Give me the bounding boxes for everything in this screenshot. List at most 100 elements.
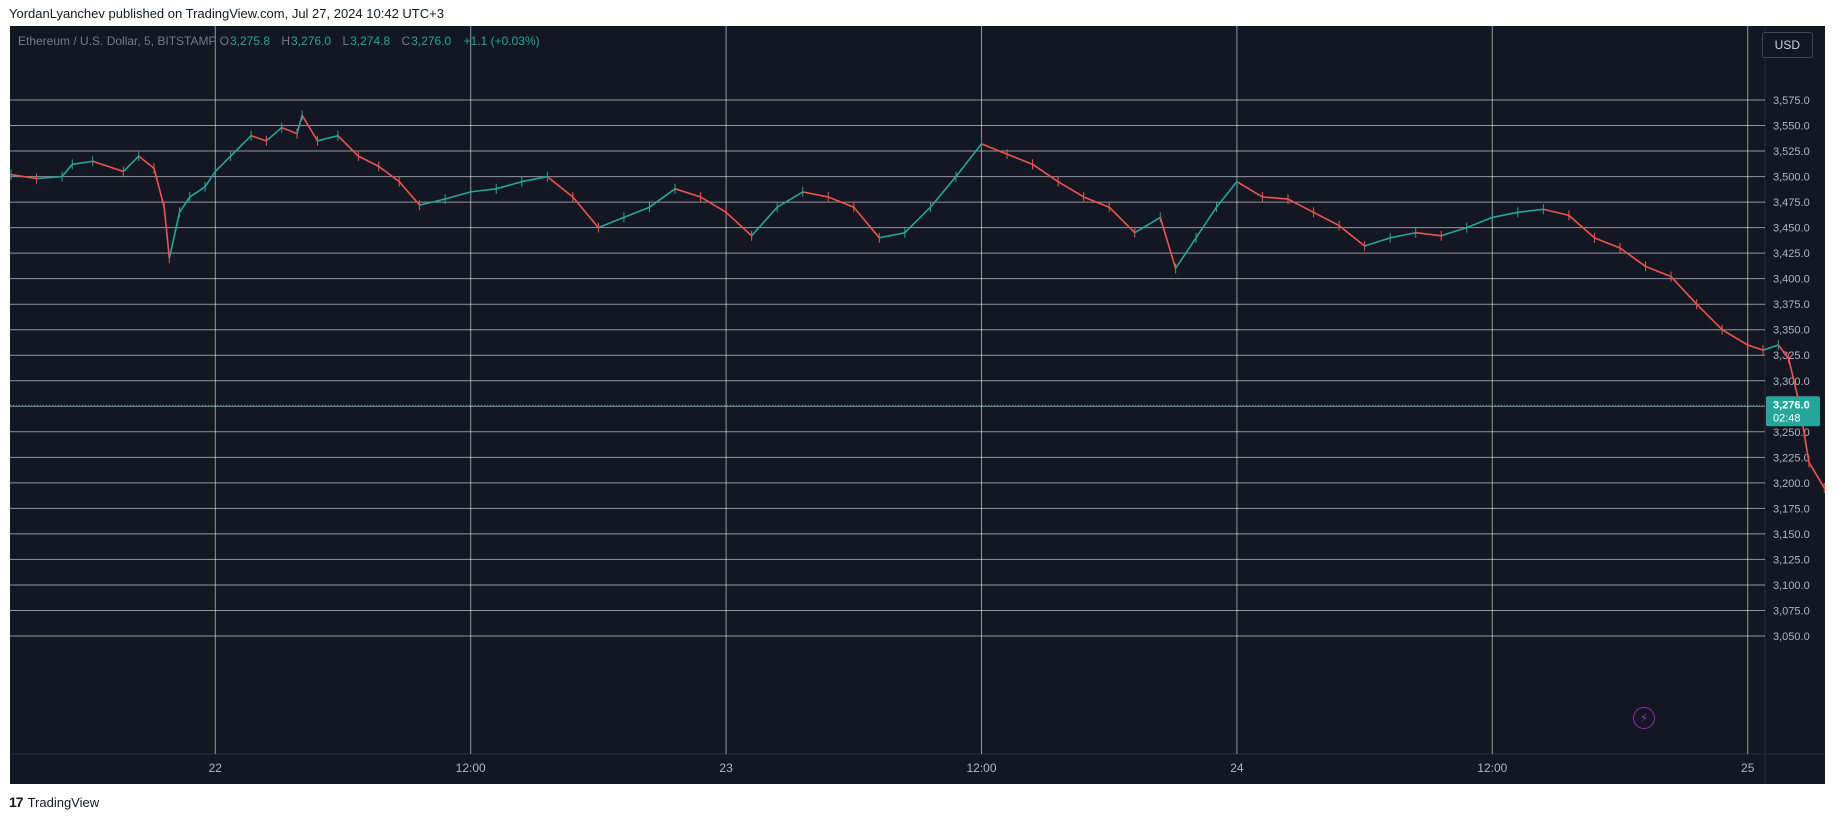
price-chart[interactable]: 3,050.0 3,075.0 3,100.0 3,125.0 3,150.0 3,175… (10, 26, 1825, 784)
y-tick-label: 3,350.0 (1773, 325, 1810, 337)
legend-high-label: H (281, 34, 291, 48)
price-segment (296, 115, 303, 134)
price-segment (1619, 247, 1647, 268)
price-segment (1287, 198, 1314, 214)
price-segment (337, 135, 359, 157)
price-segment (163, 207, 171, 259)
tradingview-logo-icon: 17 (9, 794, 24, 810)
price-segment (802, 191, 829, 198)
lightning-icon[interactable]: ⚡ (1633, 707, 1655, 729)
price-segment (1645, 265, 1672, 278)
y-tick-label: 3,575.0 (1773, 95, 1810, 107)
currency-button[interactable]: USD (1761, 32, 1813, 58)
x-tick-label: 22 (209, 761, 223, 775)
y-tick-label: 3,325.0 (1773, 350, 1810, 362)
price-segment (827, 196, 855, 208)
price-segment (10, 173, 37, 180)
price-segment (674, 188, 701, 198)
price-segment (1057, 180, 1085, 198)
price-segment (1466, 216, 1493, 229)
price-segment (168, 212, 181, 259)
publish-info: YordanLyanchev published on TradingView.… (9, 6, 444, 21)
price-segment (521, 175, 548, 183)
x-tick-label: 12:00 (456, 761, 486, 775)
price-segment (546, 175, 574, 198)
x-tick-label: 25 (1741, 761, 1755, 775)
ohlc-legend: Ethereum / U.S. Dollar, 5, BITSTAMP O3,2… (18, 34, 548, 48)
y-tick-label: 3,500.0 (1773, 172, 1810, 184)
price-segment (700, 196, 727, 213)
price-segment (419, 198, 446, 206)
y-tick-label: 3,050.0 (1773, 631, 1810, 643)
price-segment (1777, 344, 1790, 359)
y-tick-label: 3,375.0 (1773, 299, 1810, 311)
x-tick-label: 24 (1230, 761, 1244, 775)
price-segment (250, 134, 267, 142)
price-segment (572, 196, 600, 229)
y-tick-label: 3,525.0 (1773, 146, 1810, 158)
price-segment (1236, 180, 1263, 198)
price-tag-box (1766, 396, 1820, 427)
price-segment (879, 231, 906, 239)
price-segment (214, 155, 232, 173)
price-segment (751, 206, 778, 237)
price-segment (955, 143, 983, 178)
price-segment (725, 211, 753, 237)
y-tick-label: 3,475.0 (1773, 197, 1810, 209)
price-segment (1517, 208, 1544, 214)
price-segment (1006, 153, 1033, 166)
price-segment (853, 206, 880, 239)
x-tick-label: 12:00 (966, 761, 996, 775)
price-segment (378, 165, 400, 183)
price-segment (189, 186, 206, 198)
y-tick-label: 3,075.0 (1773, 605, 1810, 617)
legend-close-label: C (401, 34, 411, 48)
price-segment (1262, 196, 1289, 200)
price-segment (1696, 303, 1723, 331)
footer: 17 TradingView (9, 794, 99, 810)
price-segment (1808, 462, 1825, 489)
y-tick-label: 3,225.0 (1773, 452, 1810, 464)
price-segment (649, 188, 676, 208)
price-segment (1313, 211, 1340, 227)
price-segment (1787, 358, 1800, 402)
price-segment (265, 126, 283, 142)
price-segment (1338, 224, 1366, 247)
legend-low-label: L (342, 34, 350, 48)
price-segment (1174, 237, 1197, 269)
price-segment (776, 191, 804, 208)
price-segment (1415, 231, 1442, 237)
legend-high-value: 3,276.0 (291, 34, 332, 48)
price-tag-value: 3,276.0 (1773, 399, 1810, 411)
price-segment (1389, 231, 1416, 239)
price-segment (1195, 206, 1218, 239)
price-segment (496, 180, 522, 190)
price-segment (623, 206, 650, 219)
price-segment (1721, 329, 1749, 346)
y-tick-label: 3,450.0 (1773, 223, 1810, 235)
price-segment (153, 168, 165, 208)
price-segment (1032, 163, 1059, 183)
price-segment (1762, 344, 1779, 351)
price-segment (1159, 217, 1177, 269)
price-segment (1594, 237, 1621, 249)
price-segment (598, 216, 625, 229)
y-tick-label: 3,125.0 (1773, 554, 1810, 566)
price-segment (72, 160, 93, 166)
y-tick-label: 3,400.0 (1773, 274, 1810, 286)
chart-panel[interactable]: 3,050.0 3,075.0 3,100.0 3,125.0 3,150.0 3,175… (10, 26, 1825, 784)
y-tick-label: 3,300.0 (1773, 376, 1810, 388)
price-segment (357, 155, 380, 168)
price-segment (470, 188, 497, 193)
price-segment (204, 171, 216, 188)
price-segment (301, 114, 319, 142)
price-segment (1108, 206, 1136, 234)
price-segment (1440, 226, 1468, 237)
price-segment (1568, 214, 1595, 239)
x-tick-label: 12:00 (1477, 761, 1507, 775)
price-segment (1543, 208, 1570, 217)
price-segment (1747, 344, 1764, 351)
price-segment (1134, 216, 1161, 234)
price-segment (61, 163, 73, 178)
price-segment (317, 134, 339, 142)
